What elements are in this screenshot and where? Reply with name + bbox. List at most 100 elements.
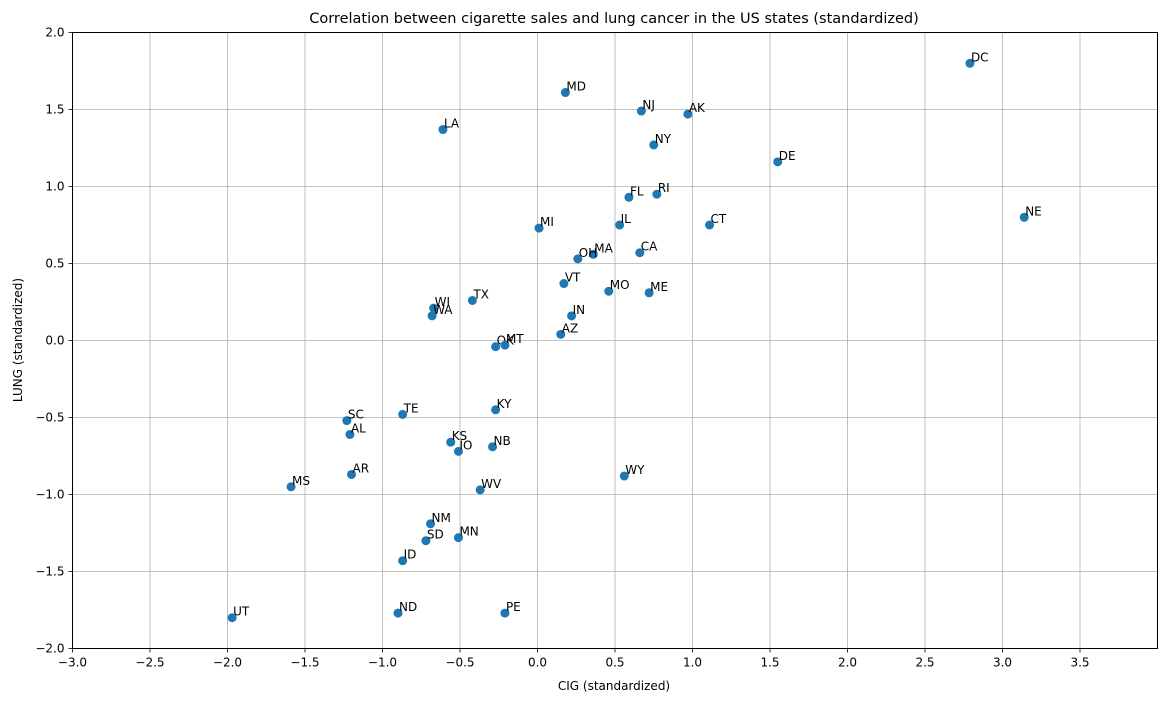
data-point-tx xyxy=(467,295,477,305)
data-point-mn xyxy=(453,533,463,543)
data-point-mi xyxy=(534,223,544,233)
y-tick-label: −1.5 xyxy=(35,565,64,579)
point-label-al: AL xyxy=(351,421,366,435)
point-label-oh: OH xyxy=(579,246,597,260)
x-tick-label: −1.0 xyxy=(368,656,397,670)
y-tick-label: −2.0 xyxy=(35,642,64,656)
data-point-sd xyxy=(421,536,431,546)
data-point-ny xyxy=(649,140,659,150)
y-axis-ticks: −2.0 −1.5 −1.0 −0.5 0.0 0.5 1.0 1.5 2.0 xyxy=(35,26,73,656)
data-point-ok xyxy=(491,342,501,352)
data-point-io xyxy=(453,446,463,456)
data-point-ks xyxy=(446,437,456,447)
point-label-io: IO xyxy=(459,438,472,452)
y-tick-label: −0.5 xyxy=(35,411,64,425)
point-label-wy: WY xyxy=(625,463,645,477)
point-label-tx: TX xyxy=(472,287,489,301)
point-label-wi: WI xyxy=(435,295,450,309)
data-point-la xyxy=(438,125,448,135)
data-point-pe xyxy=(500,608,510,618)
point-label-ct: CT xyxy=(711,212,727,226)
data-point-ct xyxy=(705,220,715,230)
x-tick-label: 0.5 xyxy=(605,656,624,670)
x-axis-ticks: −3.0 −2.5 −2.0 −1.5 −1.0 −0.5 0.0 0.5 1.0 1.5 2.0 2… xyxy=(58,648,1090,670)
point-label-ri: RI xyxy=(658,181,670,195)
data-point-wv xyxy=(475,485,485,495)
data-point-ak xyxy=(683,109,693,119)
point-label-ma: MA xyxy=(594,241,613,255)
point-label-la: LA xyxy=(444,117,460,131)
point-label-ny: NY xyxy=(655,132,672,146)
x-tick-label: 1.0 xyxy=(683,656,702,670)
data-point-mo xyxy=(604,286,614,296)
data-point-wa xyxy=(427,311,437,321)
point-label-ca: CA xyxy=(641,240,658,254)
data-point-md xyxy=(560,88,570,98)
point-label-dc: DC xyxy=(971,50,989,64)
data-point-ar xyxy=(347,469,356,479)
point-label-vt: VT xyxy=(565,271,581,285)
x-tick-label: 2.0 xyxy=(838,656,857,670)
data-point-sc xyxy=(342,416,352,426)
point-label-de: DE xyxy=(779,149,796,163)
point-label-mn: MN xyxy=(459,525,478,539)
point-label-mi: MI xyxy=(540,215,554,229)
y-tick-label: −1.0 xyxy=(35,488,64,502)
x-tick-label: −2.0 xyxy=(213,656,242,670)
point-label-pe: PE xyxy=(506,600,521,614)
data-point-ms xyxy=(286,482,296,492)
point-label-az: AZ xyxy=(562,321,578,335)
point-label-sd: SD xyxy=(427,528,444,542)
point-label-ar: AR xyxy=(353,461,370,475)
point-label-nm: NM xyxy=(432,511,451,525)
data-point-ky xyxy=(491,405,501,415)
y-axis-title: LUNG (standardized) xyxy=(11,278,25,402)
data-point-in xyxy=(567,311,577,321)
data-point-te xyxy=(398,409,408,419)
data-point-fl xyxy=(624,192,634,202)
data-point-nm xyxy=(426,519,436,529)
x-tick-label: −0.5 xyxy=(445,656,474,670)
point-label-wv: WV xyxy=(481,477,502,491)
data-point-ri xyxy=(652,189,662,199)
data-point-id xyxy=(398,556,408,566)
data-point-nb xyxy=(488,442,498,452)
y-tick-label: 1.5 xyxy=(45,103,64,117)
data-point-dc xyxy=(965,58,975,68)
point-label-ms: MS xyxy=(292,474,310,488)
point-label-ks: KS xyxy=(452,429,468,443)
chart-title: Correlation between cigarette sales and … xyxy=(309,11,919,27)
point-label-in: IN xyxy=(573,303,586,317)
data-point-nd xyxy=(393,608,403,618)
x-tick-label: 0.0 xyxy=(528,656,547,670)
point-label-ut: UT xyxy=(233,605,250,619)
data-point-de xyxy=(773,157,783,167)
point-label-mt: MT xyxy=(506,332,524,346)
point-label-ne: NE xyxy=(1025,204,1042,218)
data-point-ut xyxy=(227,613,237,623)
point-label-te: TE xyxy=(403,401,419,415)
x-tick-label: −2.5 xyxy=(135,656,164,670)
point-label-nd: ND xyxy=(399,600,417,614)
y-tick-label: 1.0 xyxy=(45,180,64,194)
point-label-id: ID xyxy=(404,548,417,562)
point-label-fl: FL xyxy=(630,184,644,198)
point-label-ky: KY xyxy=(497,397,512,411)
x-tick-label: −1.5 xyxy=(290,656,319,670)
point-label-wa: WA xyxy=(433,303,453,317)
data-point-me xyxy=(644,288,654,298)
data-point-oh xyxy=(573,254,583,264)
grid-lines xyxy=(72,32,1158,649)
x-axis-title: CIG (standardized) xyxy=(558,679,670,693)
point-label-nj: NJ xyxy=(642,98,655,112)
x-tick-label: 2.5 xyxy=(915,656,934,670)
point-label-mo: MO xyxy=(610,278,630,292)
point-label-nb: NB xyxy=(494,434,511,448)
point-label-ak: AK xyxy=(689,101,706,115)
data-point-wy xyxy=(619,471,629,481)
point-label-me: ME xyxy=(650,280,668,294)
data-point-nj xyxy=(636,106,646,116)
x-tick-label: 3.5 xyxy=(1070,656,1089,670)
x-tick-label: 3.0 xyxy=(993,656,1012,670)
